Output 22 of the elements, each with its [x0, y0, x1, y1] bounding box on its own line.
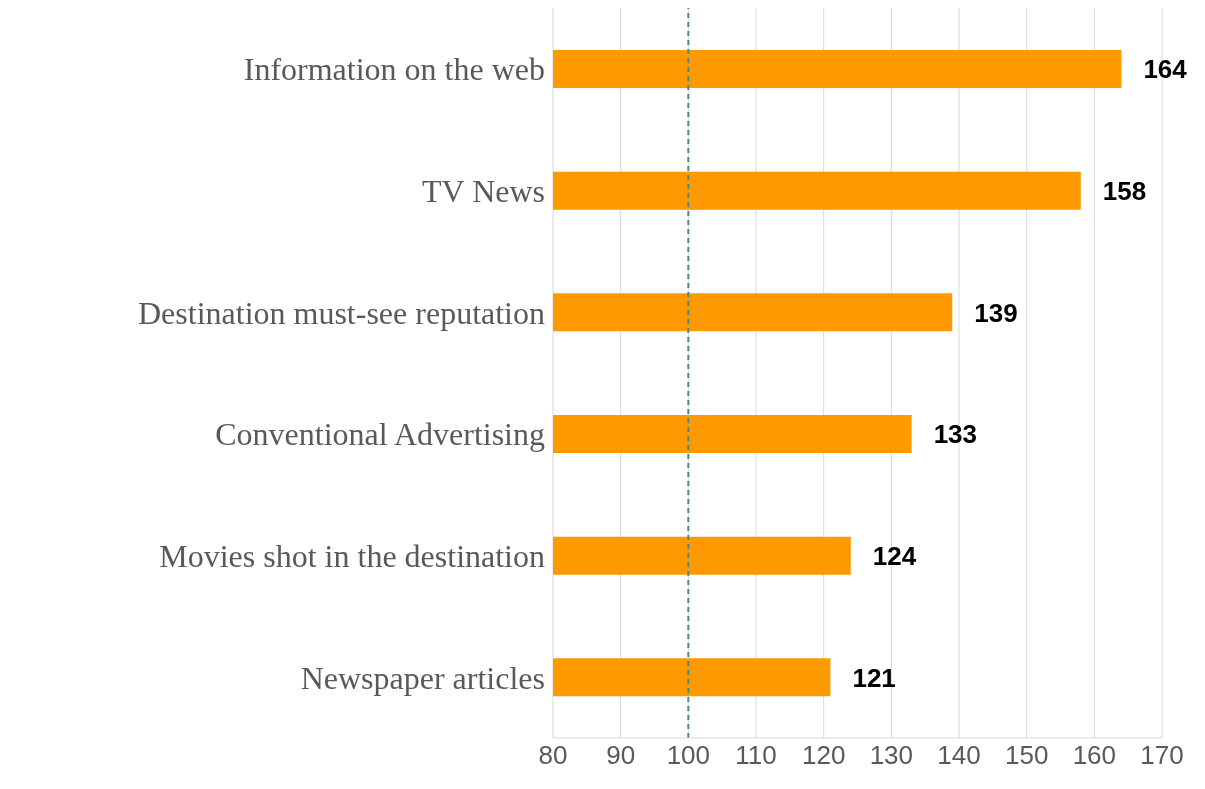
data-label: 164	[1143, 54, 1188, 85]
y-tick-label: Information on the web	[243, 51, 545, 88]
x-tick-label: 140	[937, 740, 981, 771]
x-tick-label: 90	[606, 740, 636, 771]
data-label: 124	[872, 540, 917, 571]
data-label: 139	[974, 297, 1018, 328]
x-tick-label: 80	[538, 740, 568, 771]
y-tick-label: Destination must-see reputation	[137, 294, 545, 331]
x-tick-label: 120	[801, 740, 846, 771]
x-tick-label: 110	[735, 740, 777, 771]
data-label: 121	[852, 662, 896, 693]
x-tick-label: 130	[869, 740, 914, 771]
data-label: 133	[933, 419, 978, 450]
x-tick-label: 100	[666, 740, 711, 771]
y-tick-label: Conventional Advertising	[215, 416, 545, 453]
x-tick-label: 160	[1072, 740, 1117, 771]
x-tick-label: 170	[1140, 740, 1184, 771]
y-tick-label: TV News	[422, 172, 545, 209]
x-tick-label: 150	[1004, 740, 1049, 771]
y-tick-label: Newspaper articles	[300, 659, 545, 696]
data-label: 158	[1102, 175, 1147, 206]
y-tick-label: Movies shot in the destination	[159, 537, 545, 574]
